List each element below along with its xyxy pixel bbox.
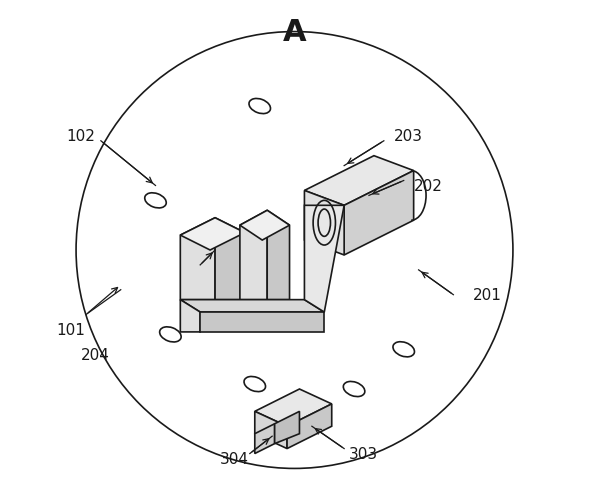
- Polygon shape: [344, 171, 413, 256]
- Text: 203: 203: [394, 129, 423, 144]
- Polygon shape: [180, 218, 215, 300]
- Polygon shape: [255, 424, 274, 453]
- Polygon shape: [305, 191, 344, 256]
- Polygon shape: [305, 206, 344, 313]
- Polygon shape: [180, 300, 200, 332]
- Text: 202: 202: [413, 178, 442, 193]
- Polygon shape: [180, 300, 325, 313]
- Polygon shape: [305, 156, 413, 206]
- Polygon shape: [180, 218, 245, 250]
- Polygon shape: [240, 211, 267, 300]
- Text: 102: 102: [66, 129, 95, 144]
- Text: 304: 304: [220, 451, 249, 466]
- Text: 303: 303: [349, 446, 378, 461]
- Text: 101: 101: [56, 322, 85, 337]
- Polygon shape: [255, 411, 287, 449]
- Polygon shape: [287, 404, 332, 449]
- Polygon shape: [215, 218, 245, 300]
- Text: 204: 204: [81, 347, 110, 362]
- Polygon shape: [255, 389, 332, 426]
- Polygon shape: [274, 411, 299, 444]
- Polygon shape: [240, 211, 290, 240]
- Polygon shape: [267, 211, 290, 300]
- Polygon shape: [200, 313, 325, 332]
- Text: A: A: [283, 18, 306, 47]
- Text: 201: 201: [473, 288, 502, 303]
